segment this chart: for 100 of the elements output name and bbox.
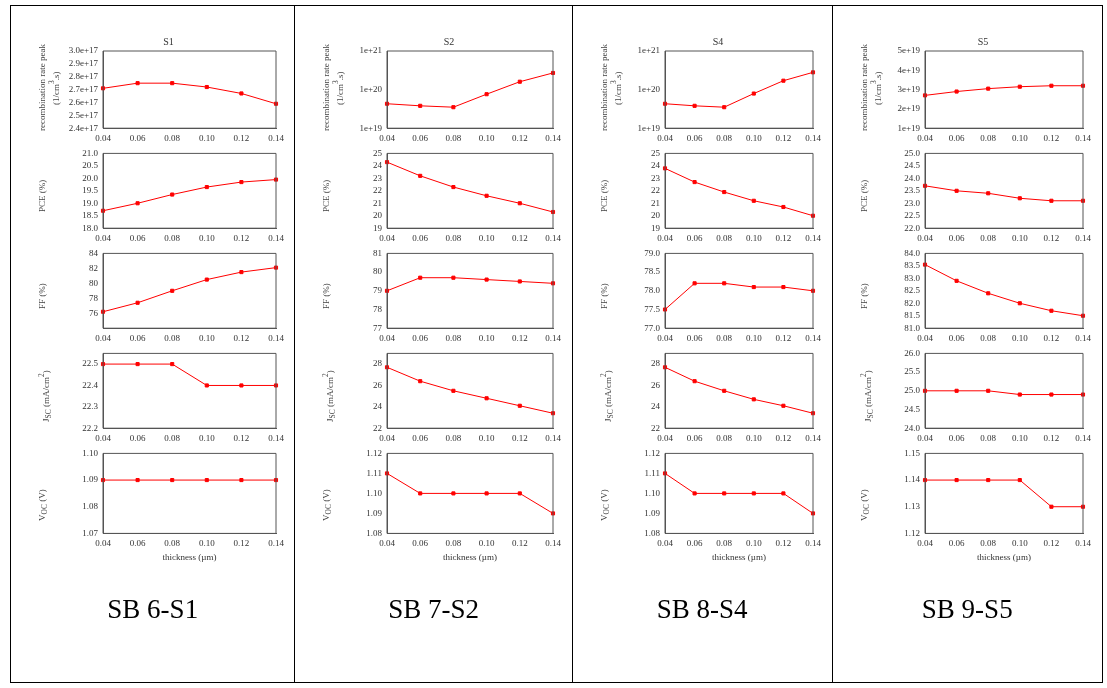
- x-tick-label: 0.04: [95, 132, 112, 143]
- x-tick-label: 0.10: [479, 432, 496, 443]
- y-tick-label: 28: [373, 358, 383, 369]
- x-tick-label: 0.10: [745, 332, 763, 343]
- x-axis-title: thickness (µm): [976, 551, 1031, 562]
- y-tick-label: 1.12: [366, 447, 383, 458]
- x-tick-label: 0.12: [775, 232, 792, 243]
- x-tick-label: 0.04: [657, 332, 674, 343]
- x-tick-label: 0.06: [129, 538, 146, 549]
- x-tick-label: 0.04: [916, 432, 933, 443]
- x-tick-label: 0.04: [379, 232, 396, 243]
- y-tick-label: 28: [650, 358, 661, 369]
- y-tick-label: 2.5e+17: [68, 109, 99, 120]
- y-tick-label: 1.15: [903, 447, 920, 458]
- x-tick-label: 0.06: [412, 432, 430, 443]
- x-tick-label: 0.10: [198, 538, 216, 549]
- y-axis-title: FF (%): [598, 282, 610, 311]
- y-tick-label: 1.10: [366, 487, 383, 498]
- y-tick-label: 23.0: [903, 197, 920, 208]
- y-tick-label: 5e+19: [896, 45, 920, 56]
- y-axis-title: FF (%): [321, 282, 333, 311]
- y-tick-label: 19: [650, 222, 661, 233]
- x-tick-label: 0.10: [745, 232, 763, 243]
- x-tick-label: 0.06: [948, 132, 965, 143]
- text: SB 6-S1: [106, 594, 200, 625]
- x-tick-label: 0.04: [95, 538, 112, 549]
- x-tick-label: 0.06: [948, 332, 965, 343]
- y-tick-label: 23: [373, 172, 383, 183]
- y-tick-label: 2.8e+17: [68, 71, 99, 82]
- x-tick-label: 0.06: [686, 332, 703, 343]
- y-tick-label: 23.5: [903, 185, 920, 196]
- y-tick-label: 4e+19: [896, 64, 920, 75]
- y-tick-label: 20: [373, 210, 383, 221]
- x-tick-label: 0.04: [657, 538, 674, 549]
- y-axis-title: FF (%): [37, 282, 48, 311]
- x-tick-label: 0.10: [1011, 232, 1028, 243]
- y-tick-label: 24: [650, 401, 661, 412]
- x-tick-label: 0.14: [545, 538, 562, 549]
- x-tick-label: 0.06: [412, 232, 430, 243]
- y-tick-label: 19.0: [82, 197, 99, 208]
- y-tick-label: 22.5: [903, 210, 920, 221]
- x-tick-label: 0.06: [686, 538, 703, 549]
- y-axis-title: PCE (%): [321, 178, 333, 215]
- y-tick-label: 24: [373, 401, 383, 412]
- x-tick-label: 0.10: [198, 132, 216, 143]
- x-tick-label: 0.04: [657, 132, 674, 143]
- x-tick-label: 0.08: [446, 432, 463, 443]
- y-tick-label: 77.5: [644, 303, 661, 314]
- x-tick-label: 0.14: [545, 132, 562, 143]
- x-tick-label: 0.14: [805, 538, 822, 549]
- x-tick-label: 0.06: [948, 432, 965, 443]
- x-tick-label: 0.04: [95, 332, 112, 343]
- y-tick-label: 24.5: [903, 160, 920, 171]
- y-tick-label: 26: [650, 379, 661, 390]
- x-tick-label: 0.04: [379, 332, 396, 343]
- text: SB 8-S4: [655, 594, 749, 625]
- x-tick-label: 0.10: [1011, 432, 1028, 443]
- y-tick-label: 1.10: [644, 487, 661, 498]
- x-tick-label: 0.08: [164, 132, 181, 143]
- x-tick-label: 0.14: [545, 432, 562, 443]
- x-tick-label: 0.08: [164, 232, 181, 243]
- y-tick-label: 78.5: [644, 266, 661, 277]
- x-tick-label: 0.04: [916, 132, 933, 143]
- x-tick-label: 0.12: [512, 332, 529, 343]
- y-tick-label: 1e+21: [637, 45, 660, 56]
- x-tick-label: 0.10: [745, 538, 763, 549]
- y-tick-label: 1.08: [366, 527, 383, 538]
- y-axis-title: FF (%): [858, 282, 870, 311]
- x-tick-label: 0.12: [233, 538, 250, 549]
- y-tick-label: 20.5: [82, 160, 99, 171]
- x-tick-label: 0.10: [198, 332, 216, 343]
- y-tick-label: 22.5: [82, 358, 99, 369]
- x-tick-label: 0.06: [412, 332, 430, 343]
- x-tick-label: 0.12: [512, 432, 529, 443]
- y-tick-label: 77.0: [644, 322, 661, 333]
- y-tick-label: 82.0: [903, 297, 920, 308]
- x-tick-label: 0.04: [379, 432, 396, 443]
- y-tick-label: 18.5: [82, 210, 99, 221]
- y-tick-label: 1e+19: [359, 122, 383, 133]
- y-tick-label: 1e+19: [896, 122, 920, 133]
- y-tick-label: 1.14: [903, 474, 920, 485]
- x-tick-label: 0.08: [979, 332, 997, 343]
- y-tick-label: 81: [373, 247, 383, 258]
- x-tick-label: 0.14: [805, 432, 822, 443]
- x-tick-label: 0.14: [1074, 332, 1091, 343]
- y-tick-label: 20: [650, 210, 661, 221]
- x-tick-label: 0.08: [446, 132, 463, 143]
- y-axis-title: PCE (%): [598, 178, 610, 215]
- x-tick-label: 0.14: [545, 232, 562, 243]
- x-tick-label: 0.10: [745, 432, 763, 443]
- y-tick-label: 1.09: [82, 474, 99, 485]
- y-tick-label: 79: [373, 285, 383, 296]
- y-tick-label: 79.0: [644, 247, 661, 258]
- y-tick-label: 1.10: [82, 447, 99, 458]
- x-tick-label: 0.08: [716, 132, 733, 143]
- x-tick-label: 0.12: [233, 232, 250, 243]
- y-tick-label: 22: [650, 422, 660, 433]
- x-tick-label: 0.04: [379, 538, 396, 549]
- y-tick-label: 25: [373, 147, 383, 158]
- chart-title: S2: [444, 35, 455, 47]
